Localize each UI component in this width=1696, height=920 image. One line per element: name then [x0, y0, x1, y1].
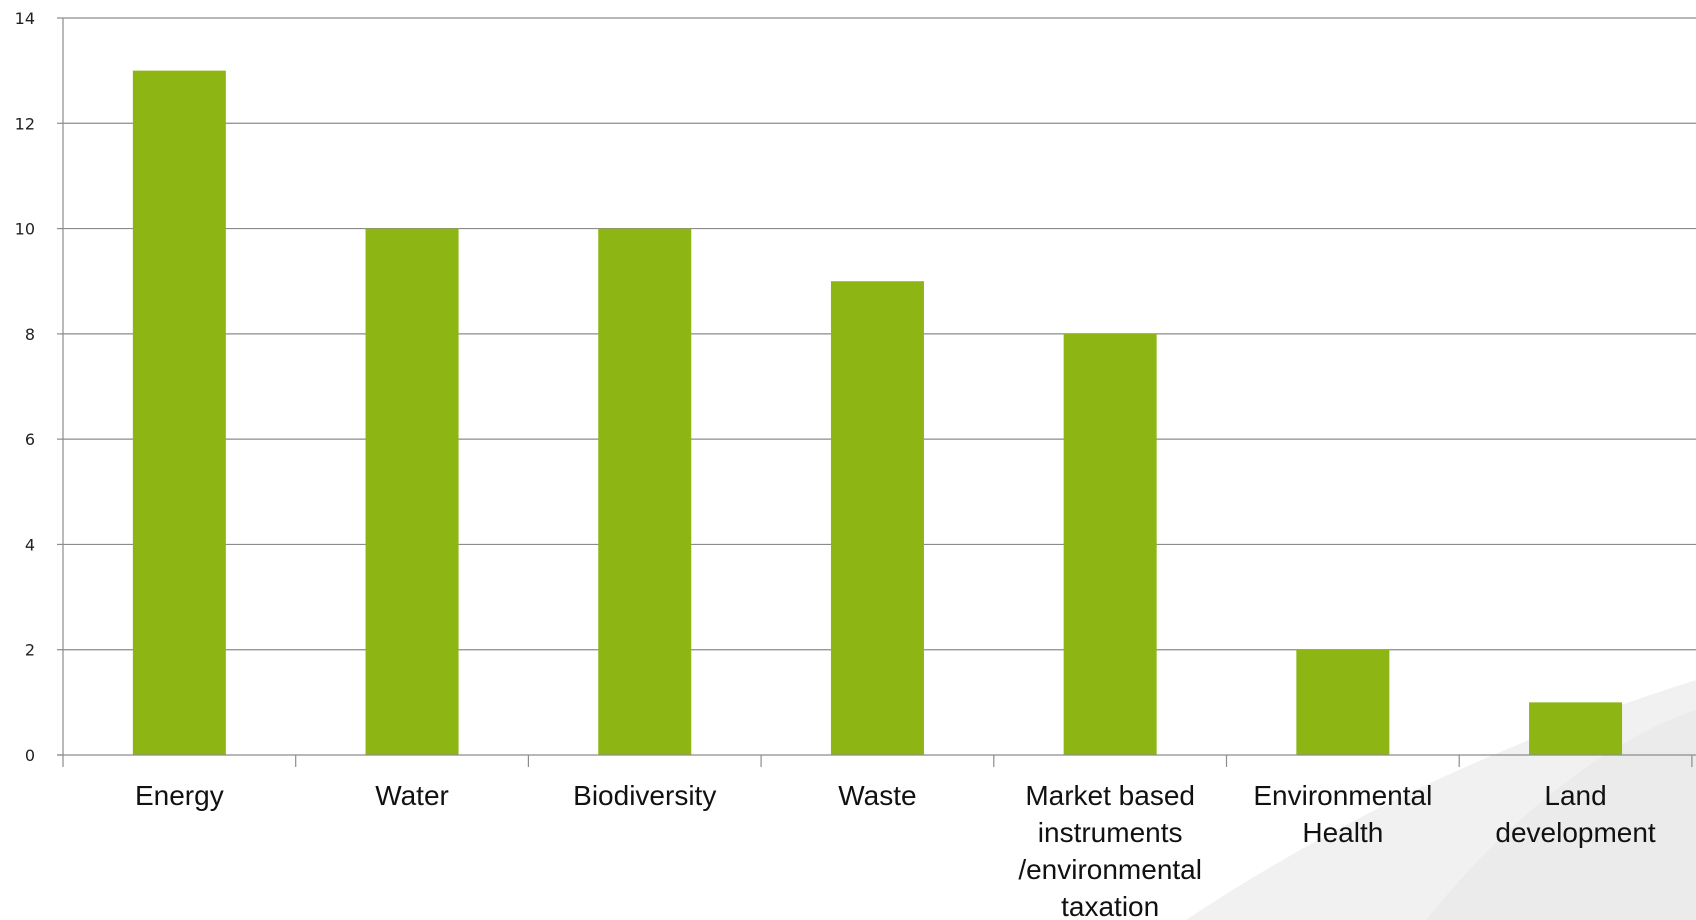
- x-category-label-line: Health: [1302, 817, 1383, 848]
- x-category-label-line: Market based: [1025, 780, 1195, 811]
- bar-environmental-health: [1296, 649, 1390, 755]
- y-tick-label: 12: [15, 114, 35, 133]
- bar-water: [365, 228, 459, 756]
- x-category-label: Water: [375, 780, 449, 811]
- y-tick-label: 6: [25, 430, 35, 449]
- x-category-label-line: Land: [1544, 780, 1606, 811]
- x-category-label: Waste: [838, 780, 916, 811]
- y-tick-label: 0: [25, 746, 35, 765]
- x-category-label-line: taxation: [1061, 891, 1159, 920]
- bar-market-based-instruments-environmental-taxation: [1063, 333, 1157, 755]
- bar-energy: [132, 70, 226, 755]
- y-tick-label: 4: [25, 535, 35, 554]
- x-category-label-line: Water: [375, 780, 449, 811]
- y-tick-label: 2: [25, 641, 35, 660]
- x-category-label-line: /environmental: [1018, 854, 1202, 885]
- x-category-label: Biodiversity: [573, 780, 716, 811]
- x-category-label: Energy: [135, 780, 224, 811]
- y-tick-label: 14: [15, 9, 35, 28]
- x-category-label-line: development: [1495, 817, 1656, 848]
- bars: [132, 70, 1623, 756]
- y-tick-label: 8: [25, 325, 35, 344]
- x-category-label: Market based instruments/environmental tax…: [1018, 780, 1202, 920]
- x-category-label-line: Waste: [838, 780, 916, 811]
- x-category-label-line: instruments: [1038, 817, 1183, 848]
- bar-waste: [830, 281, 924, 755]
- bar-land-development: [1529, 702, 1623, 755]
- axes: [57, 17, 1696, 767]
- bar-biodiversity: [598, 228, 692, 756]
- x-category-labels: Energy Water Biodiversity Waste Market based…: [135, 780, 1656, 920]
- y-tick-labels: 0 2 4 6 8 10 12 14: [15, 9, 35, 765]
- x-category-label-line: Environmental: [1253, 780, 1432, 811]
- y-tick-label: 10: [15, 220, 35, 239]
- x-category-label: Land development: [1495, 780, 1656, 848]
- x-category-label-line: Biodiversity: [573, 780, 716, 811]
- x-category-label-line: Energy: [135, 780, 224, 811]
- x-category-label: Environmental Health: [1253, 780, 1432, 848]
